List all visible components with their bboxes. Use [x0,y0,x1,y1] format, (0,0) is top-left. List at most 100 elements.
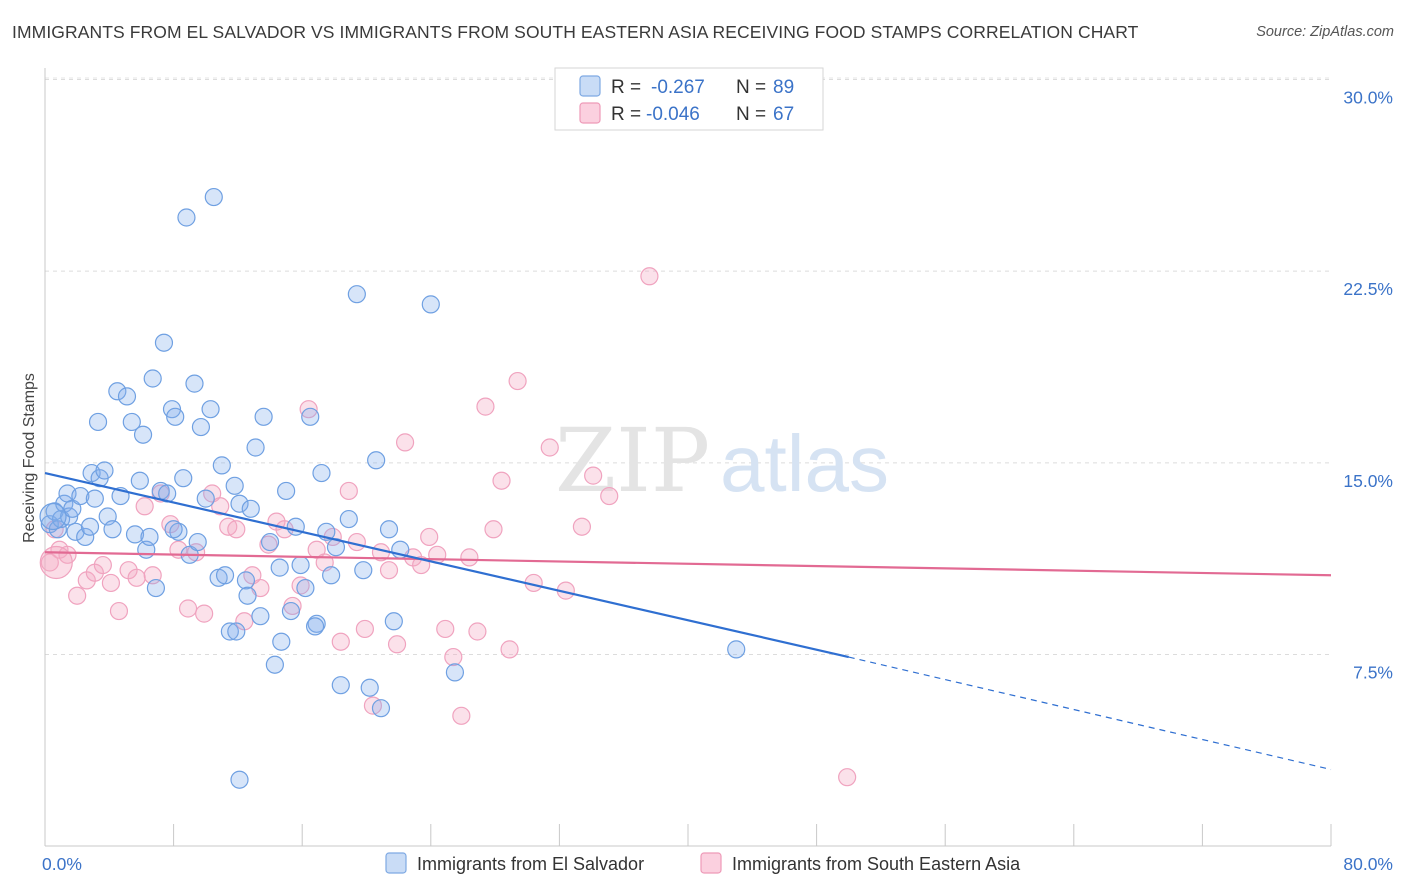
point-el-salvador [130,471,149,490]
point-el-salvador [260,532,280,552]
point-el-salvador [166,407,185,426]
point-south-eastern-asia [452,706,471,725]
stats-legend-n-value-blue: 89 [773,77,794,98]
source-label: Source: ZipAtlas.com [1256,24,1394,40]
point-el-salvador [122,412,141,432]
stats-legend-r-label-blue: R = [611,77,646,98]
point-el-salvador [201,400,220,419]
x-tick-label-0: 0.0% [42,854,82,874]
point-el-salvador [146,578,166,598]
point-south-eastern-asia [420,527,439,547]
point-el-salvador [188,532,207,552]
point-el-salvador [108,382,127,401]
axes [44,68,1332,847]
y-tick-label-2: 22.5% [1343,279,1393,299]
point-south-eastern-asia [444,647,463,667]
point-south-eastern-asia [178,599,198,618]
series-south-eastern-asia-points [39,267,857,787]
point-el-salvador [272,632,291,651]
point-el-salvador [185,374,204,393]
trend-line-south-eastern-asia [44,551,1332,577]
point-el-salvador [251,607,270,626]
stats-legend-r-value-blue: -0.267 [651,77,705,98]
series-legend-label-pink: Immigrants from South Eastern Asia [732,854,1021,874]
stats-legend-r-value-pink: -0.046 [646,104,700,125]
point-el-salvador [270,558,289,577]
point-el-salvador [174,469,193,488]
point-el-salvador [354,561,373,580]
y-tick-labels: 7.5% 15.0% 22.5% 30.0% [1343,88,1393,683]
point-el-salvador [103,520,122,539]
trend-lines [44,471,1332,771]
point-south-eastern-asia [468,622,487,641]
point-south-eastern-asia [331,632,350,651]
point-el-salvador [177,208,196,227]
point-south-eastern-asia [484,520,503,539]
y-tick-label-1: 15.0% [1343,471,1393,491]
series-legend-swatch-blue [385,852,407,874]
point-south-eastern-asia [476,397,495,416]
point-el-salvador [305,617,325,636]
point-el-salvador [322,566,341,585]
point-south-eastern-asia [291,576,310,595]
point-el-salvador [371,699,391,718]
y-tick-label-3: 30.0% [1343,88,1393,108]
point-south-eastern-asia [500,640,519,659]
point-south-eastern-asia [135,497,154,516]
point-el-salvador [215,566,235,585]
stats-legend-swatch-pink [579,102,601,124]
point-el-salvador [204,187,223,207]
point-south-eastern-asia [838,768,857,787]
point-south-eastern-asia [584,466,603,485]
point-el-salvador [367,451,386,470]
point-south-eastern-asia [508,371,527,391]
point-el-salvador [191,417,211,437]
point-el-salvador [154,333,174,352]
point-el-salvador [301,407,320,426]
point-south-eastern-asia [640,267,659,286]
point-el-salvador [196,489,215,508]
point-south-eastern-asia [40,553,59,572]
point-el-salvador [331,676,350,695]
point-el-salvador [212,456,231,475]
point-el-salvador [238,586,257,605]
point-south-eastern-asia [227,520,246,539]
point-el-salvador-large [39,502,67,531]
point-el-salvador [277,481,296,501]
series-legend-swatch-pink [700,852,722,874]
point-el-salvador [312,463,331,483]
point-el-salvador [143,369,162,388]
point-el-salvador [95,461,114,480]
point-el-salvador [164,520,183,539]
x-tick-labels: 0.0% 80.0% [42,854,1393,874]
trend-line-el-salvador-extension [848,656,1332,771]
point-el-salvador [254,407,273,426]
point-el-salvador [727,640,746,659]
point-south-eastern-asia [339,481,358,501]
point-south-eastern-asia [540,438,559,457]
point-south-eastern-asia [572,517,592,536]
point-el-salvador [85,489,104,508]
point-el-salvador [227,622,246,641]
point-el-salvador [140,527,159,547]
gridlines [45,77,1331,655]
point-el-salvador [169,522,188,541]
point-south-eastern-asia [127,568,146,587]
point-el-salvador [88,412,108,432]
point-el-salvador [241,499,260,518]
point-south-eastern-asia [379,561,399,580]
point-el-salvador [265,655,284,674]
point-south-eastern-asia [492,471,511,490]
point-el-salvador [379,520,399,539]
point-south-eastern-asia [460,548,479,567]
point-el-salvador [445,663,465,682]
point-el-salvador [230,770,249,789]
point-el-salvador [76,527,95,547]
series-legend-label-blue: Immigrants from El Salvador [417,854,644,874]
trend-line-el-salvador [44,471,849,659]
point-el-salvador [133,425,153,444]
stats-legend-n-label-pink: N = [736,104,771,125]
point-el-salvador [225,476,244,495]
point-south-eastern-asia-large [39,545,73,580]
